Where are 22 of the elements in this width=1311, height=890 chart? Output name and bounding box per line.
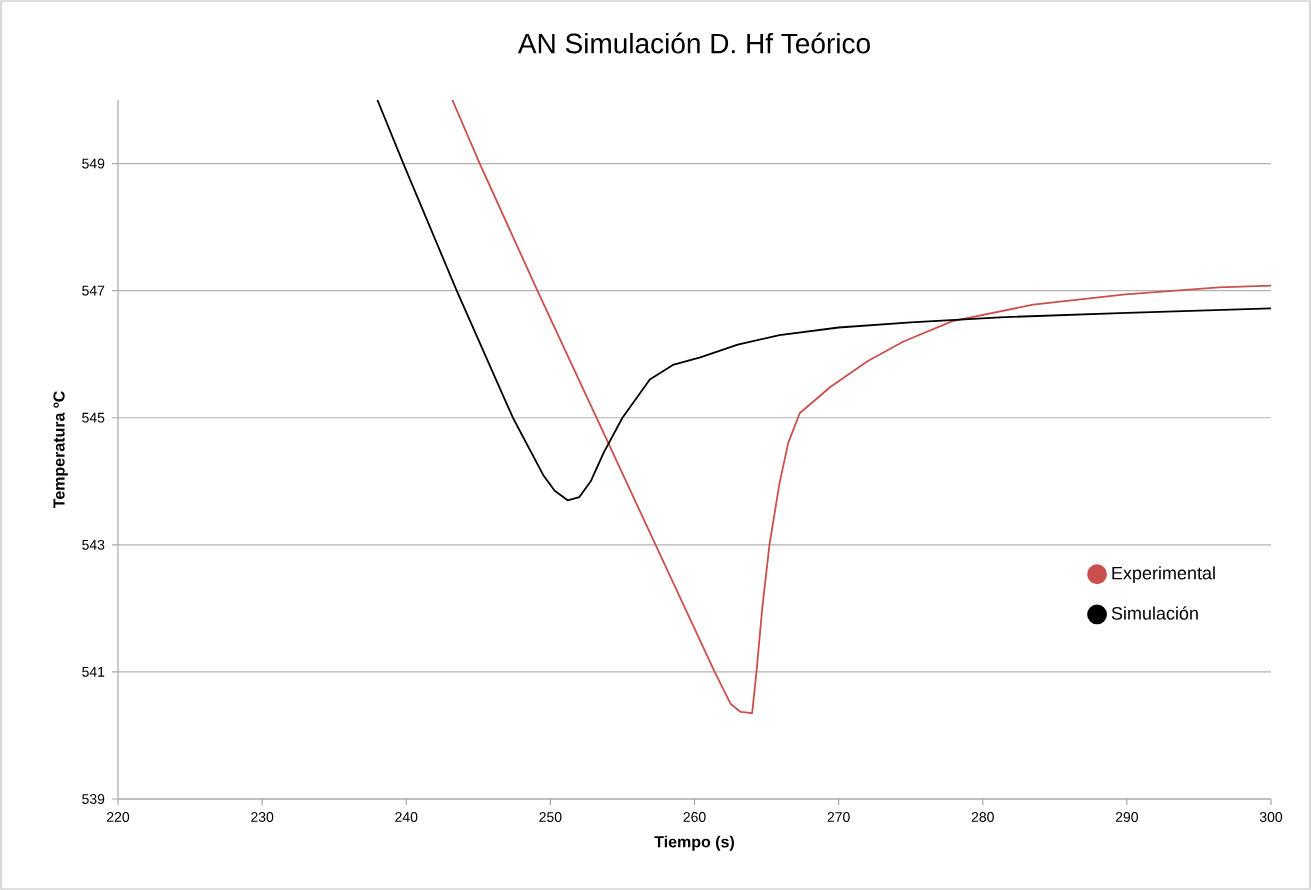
x-tick-label: 300 [1259, 812, 1283, 822]
legend-label: Experimental [1112, 566, 1215, 584]
y-tick-label: 547 [82, 285, 105, 296]
y-axis-title: Temperatura ºC [53, 391, 68, 509]
y-tick-label: 545 [82, 412, 105, 423]
x-tick-label: 260 [683, 812, 706, 822]
line-series [376, 100, 1271, 502]
x-tick-label: 270 [827, 812, 850, 822]
legend-label: Simulación [1111, 606, 1198, 620]
chart-title: AN Simulación D. Hf Teórico [517, 32, 870, 54]
x-tick-label: 220 [107, 812, 130, 822]
x-tick-label: 230 [251, 812, 274, 822]
y-tick-label: 549 [82, 158, 105, 169]
x-tick-label: 280 [971, 812, 994, 822]
x-tick-label: 250 [539, 812, 562, 822]
y-tick-label: 539 [82, 794, 105, 804]
line-series [451, 100, 1271, 715]
y-tick-label: 541 [82, 667, 105, 677]
x-tick-label: 240 [395, 812, 418, 822]
x-axis-title: Tiempo (s) [654, 835, 734, 851]
y-tick-label: 543 [82, 539, 105, 550]
x-tick-label: 290 [1115, 812, 1138, 822]
